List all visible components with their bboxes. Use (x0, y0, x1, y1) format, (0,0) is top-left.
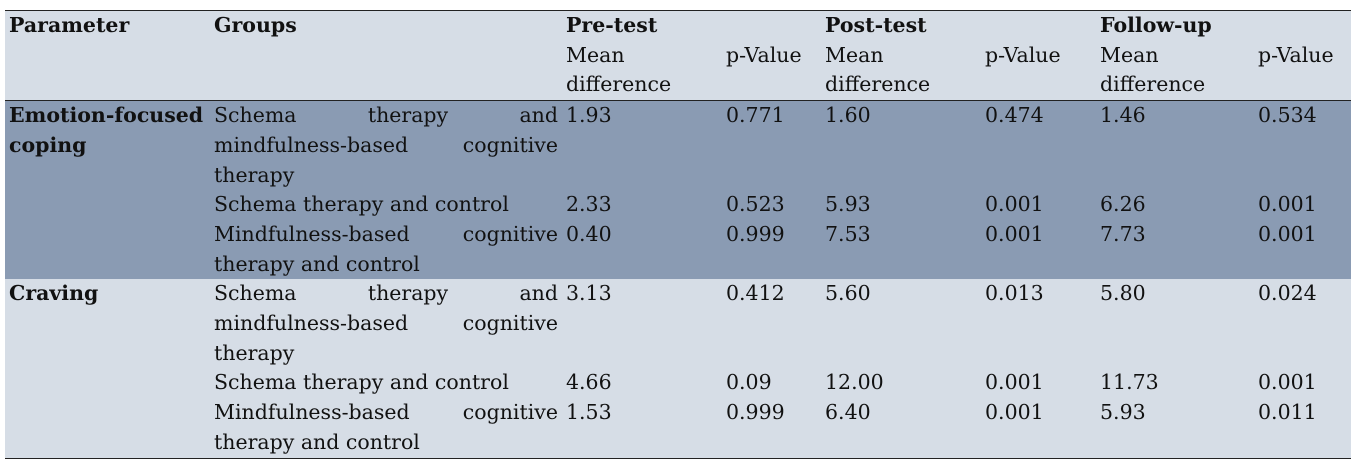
header-posttest: Post-test (821, 10, 1097, 41)
followup-mean-difference-cell: 5.80 (1096, 279, 1255, 369)
pretest-mean-difference-cell: 4.66 (562, 368, 722, 399)
header-blank (210, 40, 562, 102)
header-parameter: Parameter (5, 10, 210, 41)
posttest-mean-difference-cell: 5.60 (821, 279, 982, 369)
posttest-p-value-cell: 0.001 (981, 219, 1097, 280)
posttest-p-value-cell: 0.001 (981, 190, 1097, 220)
followup-mean-difference-cell: 6.26 (1096, 190, 1255, 220)
followup-p-value-cell: 0.001 (1254, 190, 1352, 220)
followup-p-value-cell: 0.001 (1254, 368, 1352, 399)
header-followup: Follow-up (1096, 10, 1352, 41)
posttest-mean-difference-cell: 5.93 (821, 190, 982, 220)
posttest-mean-difference-cell: 12.00 (821, 368, 982, 399)
pretest-p-value-cell: 0.999 (722, 219, 822, 280)
header-groups: Groups (210, 10, 562, 41)
group-cell: Schema therapy and control (210, 368, 562, 399)
posttest-mean-difference-cell: 1.60 (821, 100, 982, 191)
header-row-2: Mean difference p-Value Mean difference … (5, 40, 1352, 102)
header-blank (5, 40, 210, 102)
pretest-mean-difference-cell: 3.13 (562, 279, 722, 369)
pretest-p-value-cell: 0.09 (722, 368, 822, 399)
table-row: Schema therapy and control 4.66 0.09 12.… (5, 368, 1352, 399)
group-cell: Schema therapy and control (210, 190, 562, 220)
header-row-1: Parameter Groups Pre-test Post-test Foll… (5, 10, 1352, 41)
followup-p-value-cell: 0.011 (1254, 398, 1352, 459)
posttest-mean-difference-cell: 6.40 (821, 398, 982, 459)
table-row: Schema therapy and control 2.33 0.523 5.… (5, 190, 1352, 220)
pretest-mean-difference-cell: 2.33 (562, 190, 722, 220)
header-posttest-p-value: p-Value (981, 40, 1097, 102)
table-row: Mindfulness-based cognitive therapy and … (5, 219, 1352, 280)
followup-mean-difference-cell: 7.73 (1096, 219, 1255, 280)
group-cell: Mindfulness-based cognitive therapy and … (210, 219, 562, 280)
header-pretest-p-value: p-Value (722, 40, 822, 102)
pretest-p-value-cell: 0.771 (722, 100, 822, 191)
followup-mean-difference-cell: 5.93 (1096, 398, 1255, 459)
followup-mean-difference-cell: 11.73 (1096, 368, 1255, 399)
header-pretest-mean-difference: Mean difference (562, 40, 722, 102)
pretest-mean-difference-cell: 1.53 (562, 398, 722, 459)
group-cell: Schema therapy and mindfulness-based cog… (210, 100, 562, 191)
header-followup-mean-difference: Mean difference (1096, 40, 1255, 102)
group-cell: Mindfulness-based cognitive therapy and … (210, 398, 562, 459)
followup-mean-difference-cell: 1.46 (1096, 100, 1255, 191)
posttest-mean-difference-cell: 7.53 (821, 219, 982, 280)
header-pretest: Pre-test (562, 10, 822, 41)
posttest-p-value-cell: 0.474 (981, 100, 1097, 191)
followup-p-value-cell: 0.024 (1254, 279, 1352, 369)
table-row: Mindfulness-based cognitive therapy and … (5, 398, 1352, 459)
parameter-cell: Craving (5, 279, 210, 459)
pretest-mean-difference-cell: 0.40 (562, 219, 722, 280)
pretest-p-value-cell: 0.523 (722, 190, 822, 220)
table-row: Craving Schema therapy and mindfulness-b… (5, 279, 1352, 459)
pretest-p-value-cell: 0.412 (722, 279, 822, 369)
posttest-p-value-cell: 0.001 (981, 398, 1097, 459)
posttest-p-value-cell: 0.013 (981, 279, 1097, 369)
followup-p-value-cell: 0.001 (1254, 219, 1352, 280)
posttest-p-value-cell: 0.001 (981, 368, 1097, 399)
parameter-cell: Emotion-focused coping (5, 100, 210, 280)
pretest-mean-difference-cell: 1.93 (562, 100, 722, 191)
followup-p-value-cell: 0.534 (1254, 100, 1352, 191)
group-cell: Schema therapy and mindfulness-based cog… (210, 279, 562, 369)
header-posttest-mean-difference: Mean difference (821, 40, 982, 102)
pretest-p-value-cell: 0.999 (722, 398, 822, 459)
header-followup-p-value: p-Value (1254, 40, 1352, 102)
results-table: Parameter Groups Pre-test Post-test Foll… (5, 10, 1352, 459)
table-row: Emotion-focused coping Schema therapy an… (5, 100, 1352, 280)
results-table-container: Parameter Groups Pre-test Post-test Foll… (5, 10, 1352, 459)
